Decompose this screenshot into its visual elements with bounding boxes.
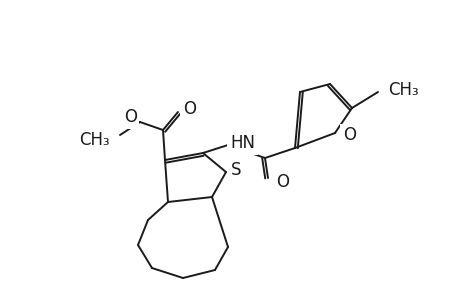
Text: O: O [183, 100, 196, 118]
Text: O: O [342, 126, 355, 144]
Text: O: O [275, 173, 288, 191]
Text: CH₃: CH₃ [387, 81, 418, 99]
Text: HN: HN [230, 134, 254, 152]
Text: CH₃: CH₃ [79, 131, 110, 149]
Text: S: S [230, 161, 241, 179]
Text: O: O [124, 108, 137, 126]
